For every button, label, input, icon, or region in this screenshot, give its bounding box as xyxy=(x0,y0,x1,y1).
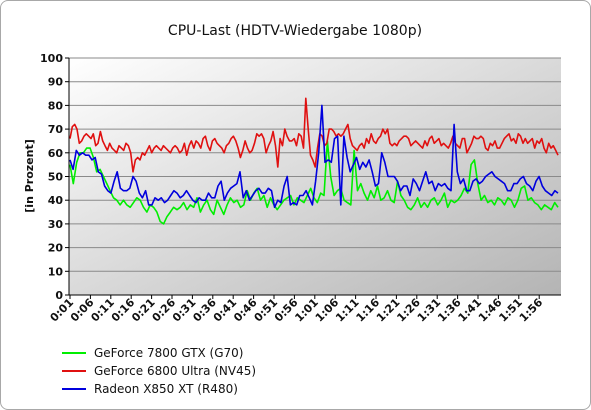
series-line-1 xyxy=(69,97,559,173)
y-tick-label: 70 xyxy=(48,123,64,136)
x-tick-labels: 0:010:060:110:160:210:260:310:360:410:46… xyxy=(48,296,546,325)
axes xyxy=(65,57,561,299)
legend-label: GeForce 6800 Ultra (NV45) xyxy=(94,364,257,378)
y-tick-label: 20 xyxy=(48,242,64,255)
legend: GeForce 7800 GTX (G70) GeForce 6800 Ultr… xyxy=(62,344,256,398)
y-tick-label: 10 xyxy=(48,265,64,278)
legend-label: GeForce 7800 GTX (G70) xyxy=(94,346,244,360)
y-tick-label: 40 xyxy=(48,194,64,207)
chart-title: CPU-Last (HDTV-Wiedergabe 1080p) xyxy=(168,23,422,39)
y-tick-label: 0 xyxy=(55,289,63,302)
legend-label: Radeon X850 XT (R480) xyxy=(94,382,238,396)
legend-swatch xyxy=(62,370,86,372)
y-tick-label: 50 xyxy=(48,171,64,184)
y-tick-labels: 0 10 20 30 40 50 60 70 80 90 100 xyxy=(40,52,63,302)
y-tick-label: 30 xyxy=(48,218,64,231)
y-tick-label: 90 xyxy=(48,76,64,89)
legend-item: Radeon X850 XT (R480) xyxy=(62,380,256,398)
y-tick-label: 80 xyxy=(48,99,64,112)
y-axis-label: [in Prozent] xyxy=(23,139,36,212)
legend-item: GeForce 7800 GTX (G70) xyxy=(62,344,256,362)
series-line-2 xyxy=(69,104,559,209)
legend-swatch xyxy=(62,352,86,354)
legend-item: GeForce 6800 Ultra (NV45) xyxy=(62,362,256,380)
y-tick-label: 60 xyxy=(48,147,64,160)
legend-swatch xyxy=(62,388,86,390)
x-tick-label: 1:56 xyxy=(517,296,546,325)
y-tick-label: 100 xyxy=(40,52,63,65)
series-lines xyxy=(69,97,559,225)
